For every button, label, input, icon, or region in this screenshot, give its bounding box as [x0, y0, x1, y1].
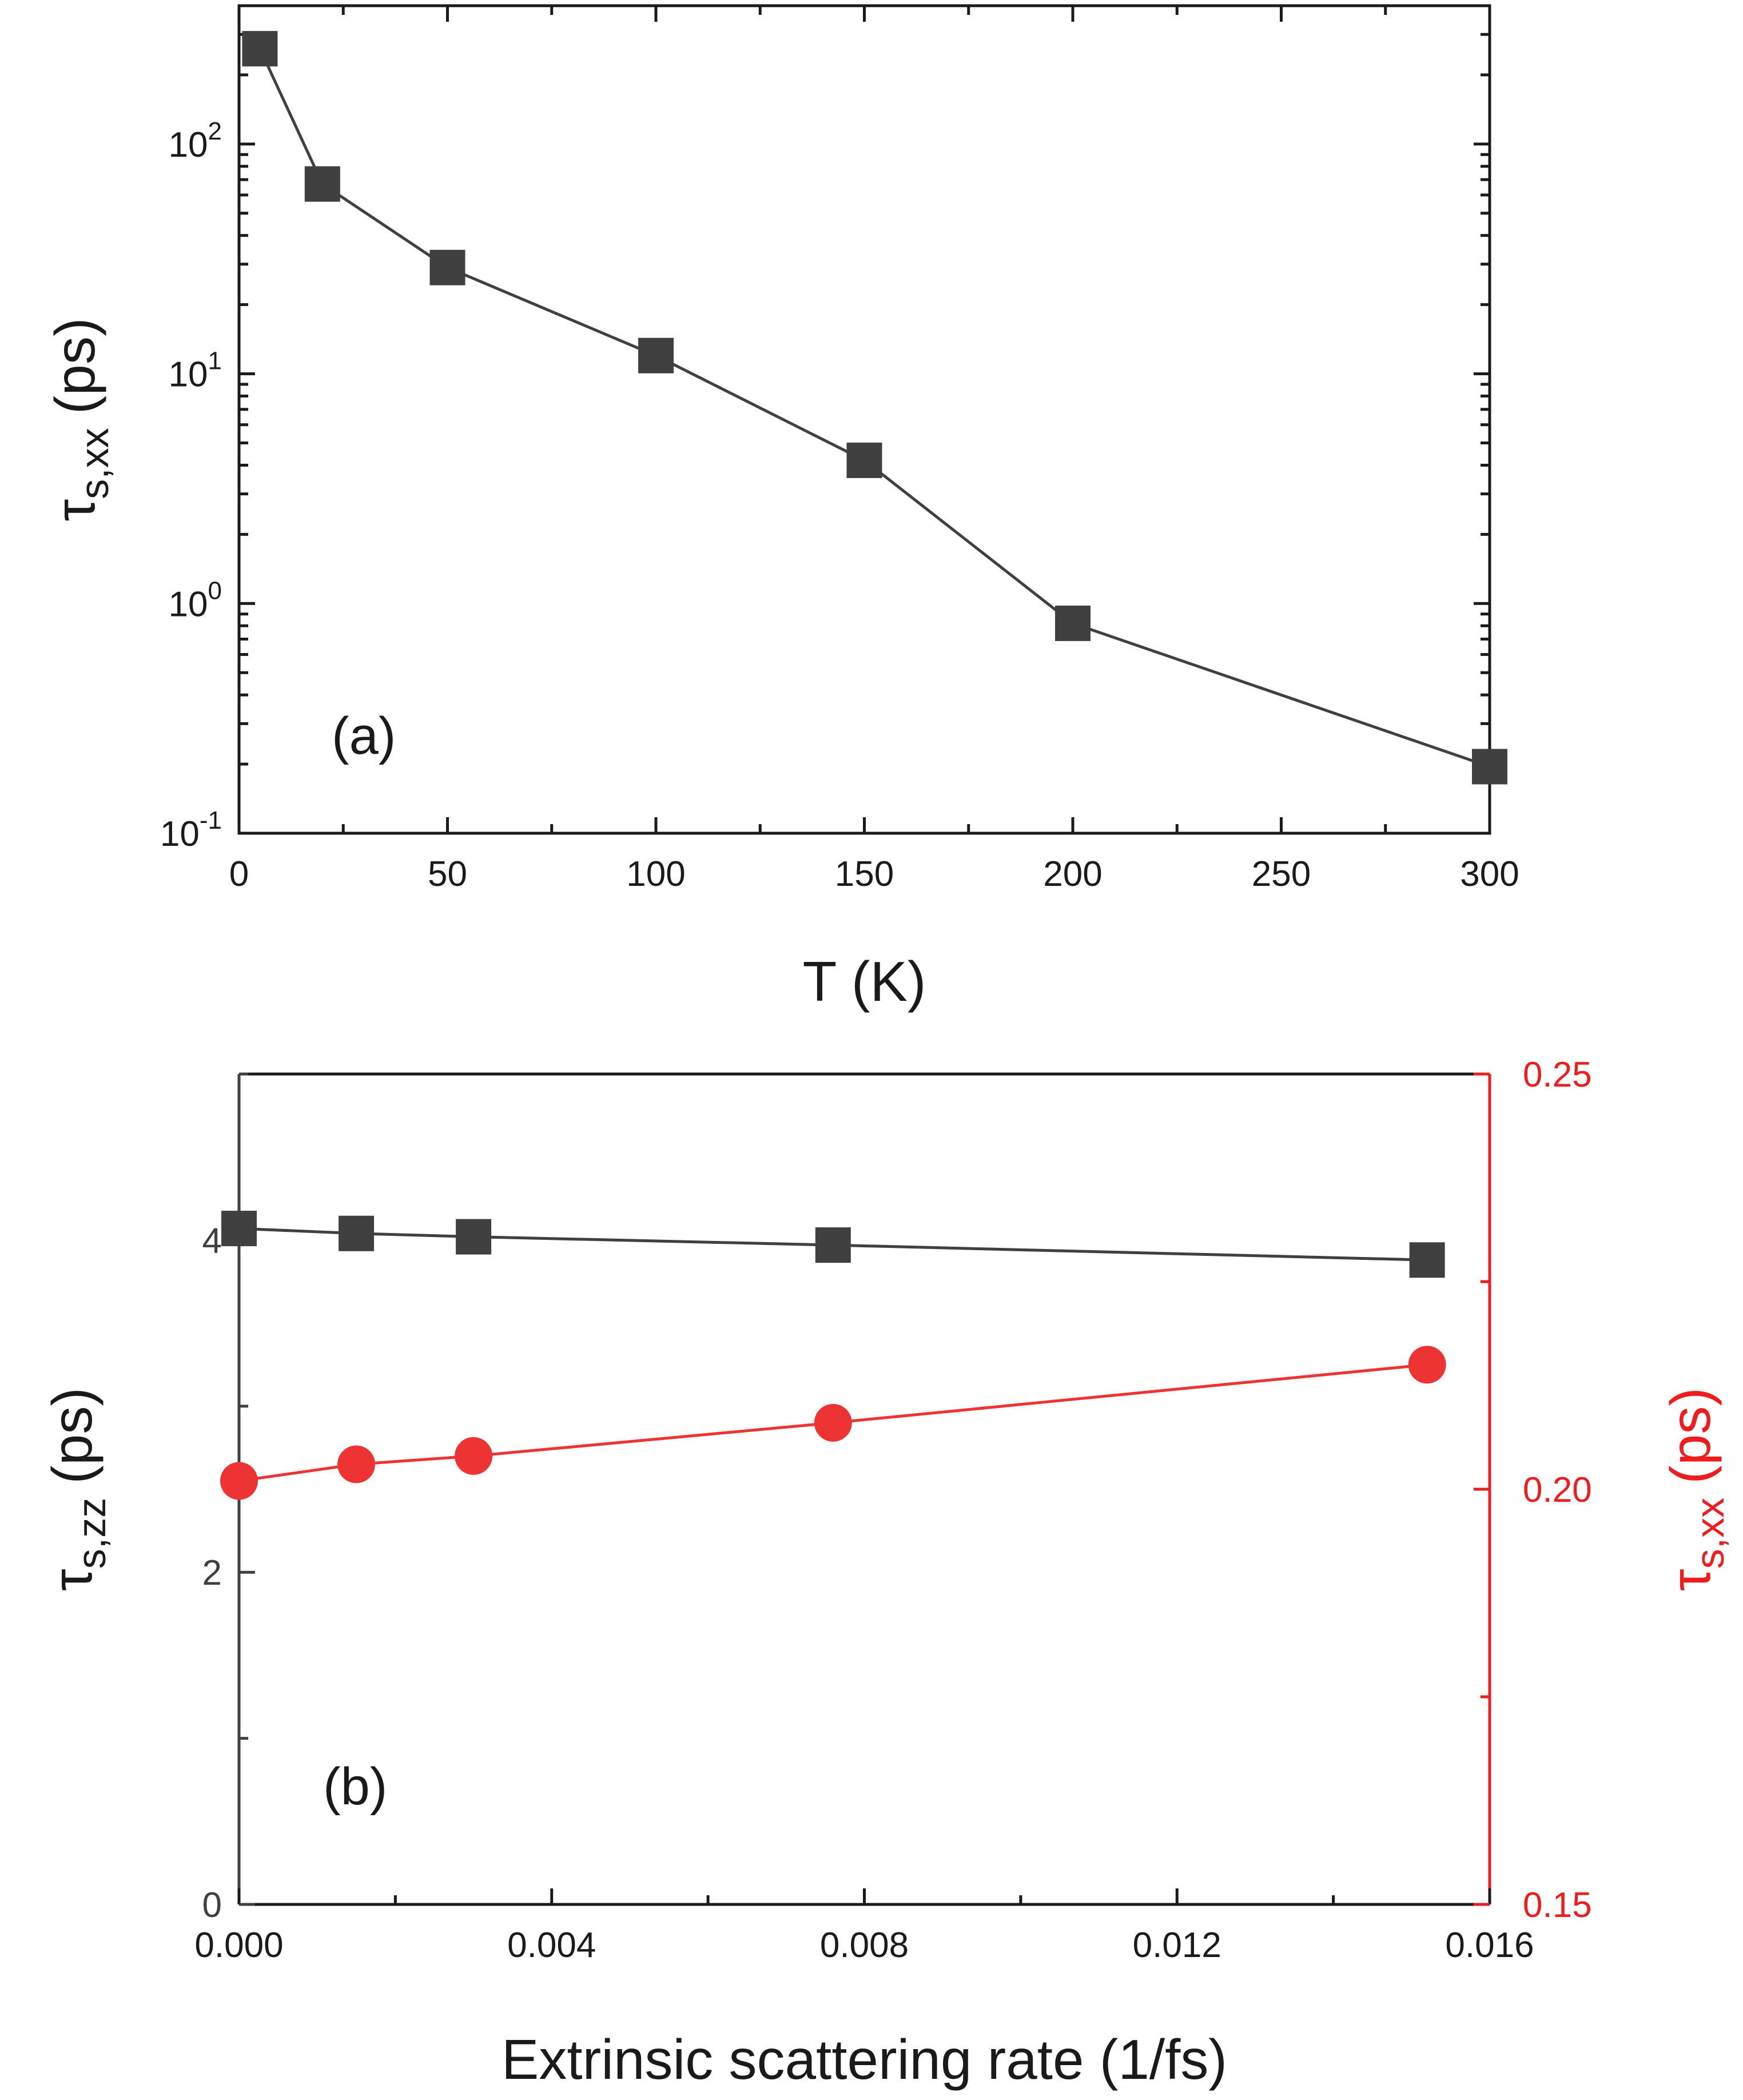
panel-a-y-tick-label: 100 — [169, 576, 222, 624]
panel-a-data-point — [1055, 605, 1091, 641]
panel-a-y-title-main: τ — [43, 499, 106, 522]
panel-a-frame — [237, 4, 1491, 835]
panel-b-right-axis-title-text: τs,xx (ps) — [1659, 1387, 1732, 1591]
panel-a-y-tick-label: 101 — [169, 347, 222, 395]
panel-a-y-tick-base: 10 — [169, 355, 208, 395]
panel-b-tau-xx-point — [1408, 1346, 1446, 1384]
panel-b-tau-zz-point — [456, 1219, 492, 1255]
panel-a-y-tick-exp: -1 — [200, 806, 222, 834]
panel-a-data-point — [304, 166, 340, 202]
panel-b-x-tick-label: 0.012 — [1133, 1926, 1221, 1965]
panel-b-tau-xx-point — [455, 1437, 493, 1475]
panel-a-y-tick-label: 10-1 — [160, 806, 222, 854]
panel-b-right-axis-title-unit: (ps) — [1659, 1387, 1722, 1484]
panel-b-right-axis-title-main: τ — [1659, 1569, 1722, 1591]
panel-b-left-axis-title-unit: (ps) — [41, 1387, 104, 1484]
panel-b-left-tick-label: 2 — [202, 1553, 222, 1593]
panel-a-data-point — [846, 442, 882, 478]
panel-a-x-tick-label: 50 — [428, 854, 467, 894]
panel-b-x-tick-label: 0.008 — [820, 1926, 909, 1965]
panel-b-tau-zz-point — [815, 1227, 851, 1263]
panel-b-tau-zz-point — [1409, 1242, 1445, 1278]
panel-b-left-axis-title-main: τ — [41, 1569, 104, 1591]
panel-b-tau-xx-point — [220, 1462, 258, 1500]
panel-b-tau-xx-point — [814, 1403, 852, 1442]
panel-a-y-axis-title: τs,xx (ps) — [43, 318, 117, 522]
panel-b-x-tick-label: 0.004 — [507, 1926, 596, 1965]
panel-a-data-point — [429, 249, 465, 285]
panel-b-tau-zz-point — [221, 1211, 257, 1247]
panel-b-x-tick-label: 0.016 — [1445, 1926, 1534, 1965]
panel-a-x-tick-label: 0 — [229, 854, 249, 894]
panel-b-tau-xx-point — [337, 1445, 376, 1483]
panel-b-left-tick-label: 4 — [202, 1221, 222, 1260]
panel-a-y-title-sub: s,xx — [72, 428, 117, 499]
panel-a-y-tick-exp: 1 — [208, 347, 222, 375]
panel-b-left-axis-title: τs,zz (ps) — [41, 1387, 114, 1591]
panel-a-y-tick-base: 10 — [169, 584, 208, 624]
panel-b-right-axis-title-sub: s,xx — [1688, 1498, 1732, 1569]
panel-b-left-axis-title-text: τs,zz (ps) — [41, 1387, 114, 1591]
panel-b-right-tick-label: 0.15 — [1523, 1886, 1592, 1925]
panel-b-tau-zz-point — [339, 1215, 375, 1251]
panel-a-x-tick-label: 200 — [1043, 854, 1102, 894]
panel-a-y-tick-label: 102 — [169, 117, 222, 165]
panel-b-left-axis-title-sub: s,zz — [69, 1498, 114, 1569]
panel-a-data-point — [1472, 749, 1507, 785]
panel-a-x-tick-label: 100 — [626, 854, 685, 894]
panel-a-y-title-unit: (ps) — [43, 318, 106, 415]
panel-b-x-axis-title: Extrinsic scattering rate (1/fs) — [502, 2028, 1227, 2091]
panel-b-left-tick-label: 0 — [202, 1886, 222, 1925]
panel-a-y-axis-title-text: τs,xx (ps) — [43, 318, 117, 522]
panel-a-y-tick-base: 10 — [169, 125, 208, 165]
panel-a-x-axis-title: T (K) — [803, 950, 926, 1013]
panel-b-right-tick-label: 0.25 — [1523, 1055, 1592, 1095]
panel-a-x-tick-label: 250 — [1252, 854, 1311, 894]
panel-a-y-tick-base: 10 — [160, 814, 200, 854]
panel-b-right-tick-label: 0.20 — [1523, 1470, 1592, 1510]
panel-a-y-tick-exp: 0 — [208, 576, 222, 604]
panel-b-label: (b) — [323, 1757, 387, 1816]
panel-a-label: (a) — [332, 707, 396, 765]
panel-a-y-tick-exp: 2 — [208, 117, 222, 145]
panel-b-x-tick-label: 0.000 — [194, 1926, 283, 1965]
panel-a-x-tick-label: 150 — [835, 854, 894, 894]
panel-a-series-line — [258, 48, 1490, 768]
panel-a-data-point — [638, 337, 674, 373]
panel-a-data-point — [242, 31, 278, 67]
panel-b-right-axis-title: τs,xx (ps) — [1659, 1387, 1732, 1591]
panel-a-x-tick-label: 300 — [1460, 854, 1519, 894]
